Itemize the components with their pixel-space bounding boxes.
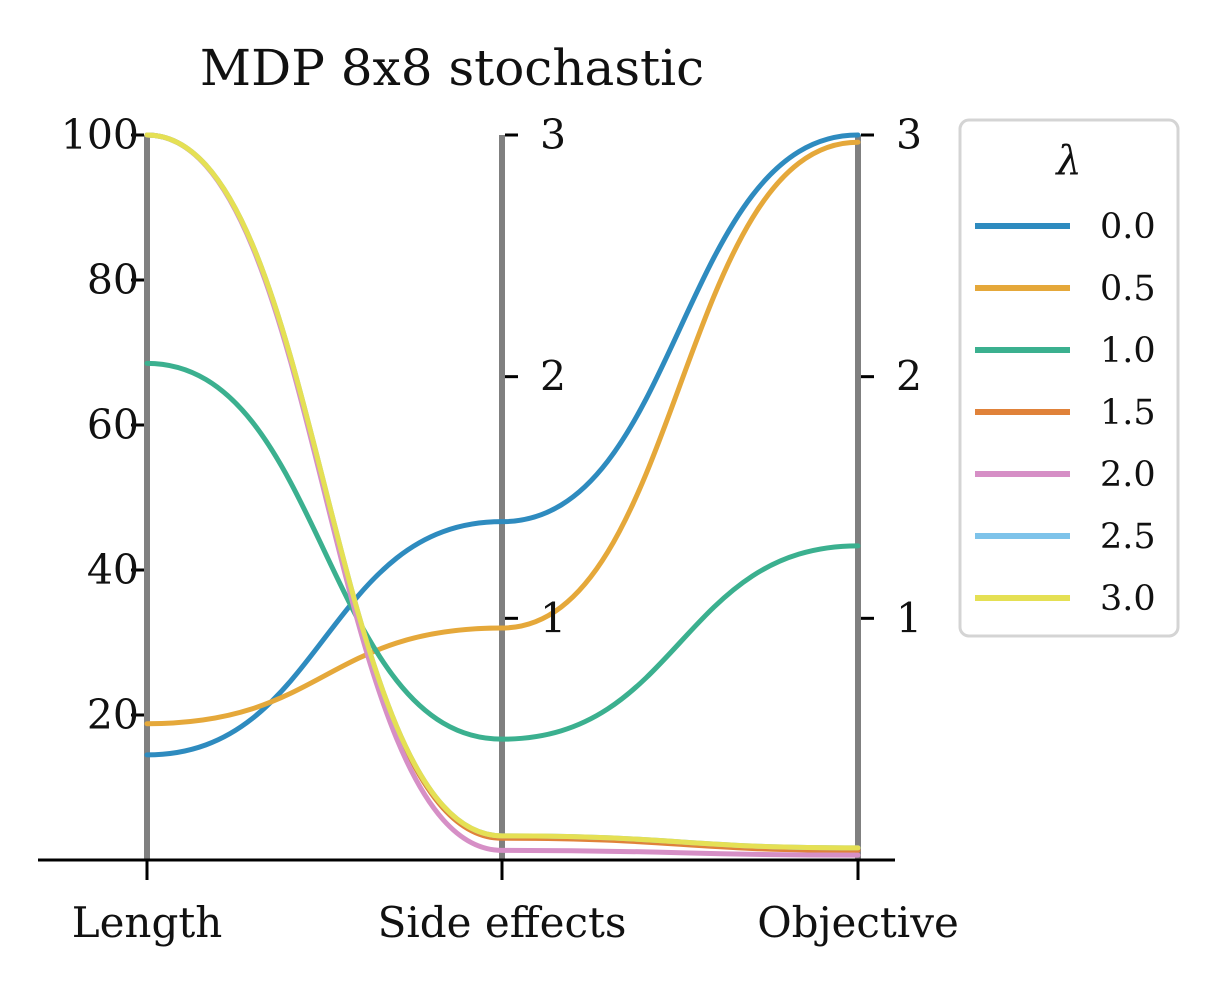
- legend-box: [958, 118, 1180, 638]
- tick-label: 3: [896, 111, 922, 159]
- ticks: 20 40 60 80 100 1 2 3 1 2 3: [61, 111, 922, 739]
- legend-label: 2.0: [1100, 455, 1156, 495]
- axis-name-label: Length: [72, 898, 223, 947]
- axis-names: Length Side effects Objective: [72, 860, 959, 947]
- tick-label: 1: [896, 594, 922, 642]
- legend-label: 2.5: [1100, 517, 1156, 557]
- axis-name-label: Objective: [757, 898, 959, 947]
- legend-label: 1.0: [1100, 331, 1156, 371]
- series-line-2: [144, 360, 861, 742]
- legend-title: λ: [1054, 138, 1081, 184]
- tick-label: 3: [540, 111, 566, 159]
- series-line-1: [144, 139, 861, 727]
- legend-label: 0.0: [1100, 207, 1156, 247]
- legend-label: 0.5: [1100, 269, 1156, 309]
- legend-label: 3.0: [1100, 579, 1156, 619]
- tick-label: 80: [87, 256, 139, 304]
- axis-name-label: Side effects: [378, 898, 627, 947]
- chart-title: MDP 8x8 stochastic: [200, 39, 704, 97]
- tick-label: 100: [61, 111, 139, 159]
- tick-label: 40: [87, 546, 139, 594]
- tick-label: 60: [87, 401, 139, 449]
- tick-label: 2: [540, 353, 566, 401]
- series-lines: [144, 132, 861, 858]
- legend: λ 0.0 0.5 1.0 1.5 2.0 2.5 3.0: [958, 118, 1180, 638]
- tick-label: 20: [87, 691, 139, 739]
- series-line-0: [144, 132, 861, 758]
- legend-label: 1.5: [1100, 393, 1156, 433]
- tick-label: 1: [540, 594, 566, 642]
- series-line-6: [144, 132, 861, 851]
- tick-label: 2: [896, 353, 922, 401]
